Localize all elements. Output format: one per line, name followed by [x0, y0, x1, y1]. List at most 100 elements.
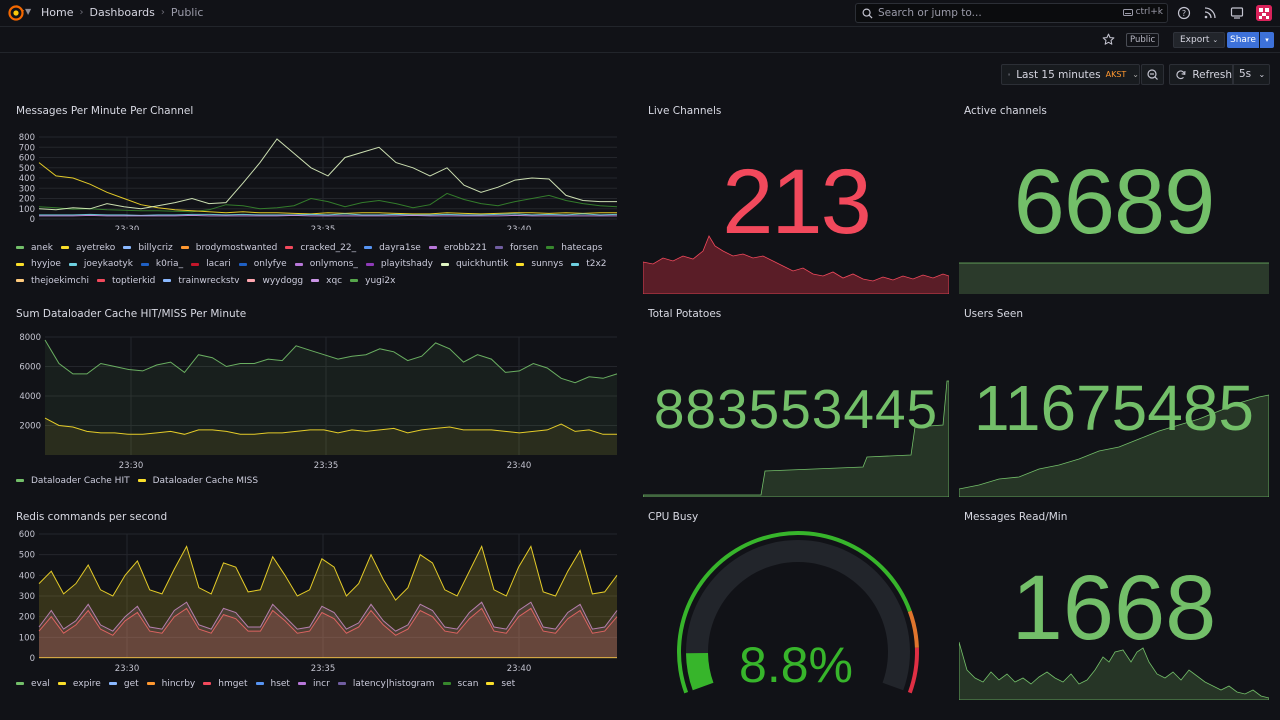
legend-item[interactable]: k0ria_ — [140, 256, 183, 272]
legend-item[interactable]: hincrby — [146, 676, 195, 692]
breadcrumb-dashboards[interactable]: Dashboards — [89, 6, 155, 19]
panel-live-channels[interactable]: Live Channels 213 — [643, 96, 949, 294]
legend-swatch — [146, 682, 155, 685]
breadcrumb-home[interactable]: Home — [41, 6, 74, 19]
series-area — [45, 418, 617, 455]
legend-item[interactable]: lacari — [191, 256, 231, 272]
chevron-right-icon: › — [79, 7, 84, 18]
search-input[interactable]: Search or jump to... ctrl+k — [855, 3, 1168, 23]
share-button[interactable]: Share — [1227, 32, 1259, 48]
redis-commands-chart[interactable]: 0 100 200 300 400 500 600 23:30 23:35 23:40 — [11, 502, 630, 678]
panel-title: Live Channels — [648, 105, 722, 117]
refresh-interval-picker[interactable]: 5s ⌄ — [1233, 64, 1270, 85]
legend-item[interactable]: latency|histogram — [337, 676, 435, 692]
legend-item[interactable]: hmget — [203, 676, 248, 692]
legend-item[interactable]: expire — [57, 676, 101, 692]
dataloader-cache-chart[interactable]: 2000 4000 6000 8000 23:30 23:35 23:40 — [11, 299, 630, 475]
legend-item[interactable]: ayetreko — [60, 240, 115, 256]
legend-item[interactable]: cracked_22_ — [285, 240, 356, 256]
legend-swatch — [442, 682, 451, 685]
panel-active-channels[interactable]: Active channels 6689 — [959, 96, 1269, 294]
legend-item[interactable]: get — [108, 676, 139, 692]
legend-item[interactable]: incr — [297, 676, 330, 692]
legend-item[interactable]: quickhuntik — [440, 256, 508, 272]
legend-item[interactable]: anek — [16, 240, 53, 256]
x-tick-label: 23:35 — [314, 461, 339, 471]
series-line — [38, 162, 617, 215]
legend-item[interactable]: playitshady — [365, 256, 433, 272]
legend-item[interactable]: wyydogg — [247, 273, 303, 289]
y-tick-label: 100 — [19, 633, 35, 643]
stat-value: 213 — [722, 151, 872, 253]
panel-title: Messages Per Minute Per Channel — [16, 105, 194, 117]
y-tick-label: 500 — [19, 551, 35, 561]
legend-item[interactable]: eval — [16, 676, 50, 692]
legend-label: lacari — [206, 259, 231, 269]
legend-item[interactable]: Dataloader Cache HIT — [16, 473, 130, 489]
legend-label: thejoekimchi — [31, 275, 89, 286]
legend-item[interactable]: dayra1se — [364, 240, 421, 256]
legend-item[interactable]: hset — [255, 676, 290, 692]
dashboard-toolbar: Public Export ⌄ Share ▾ — [0, 27, 1280, 53]
legend-item[interactable]: xqc — [311, 273, 342, 289]
legend-item[interactable]: set — [486, 676, 515, 692]
star-icon[interactable] — [1102, 33, 1115, 46]
export-button[interactable]: Export ⌄ — [1173, 32, 1226, 48]
panel-users-seen[interactable]: Users Seen 11675485 — [959, 299, 1269, 497]
panel-redis-commands[interactable]: Redis commands per second 0 100 200 300 400 5… — [11, 502, 630, 696]
legend-item[interactable]: joeykaotyk — [68, 256, 133, 272]
panel-messages-read[interactable]: Messages Read/Min 1668 — [959, 502, 1269, 700]
chevron-down-icon: ⌄ — [1132, 70, 1139, 79]
grafana-logo-icon[interactable] — [8, 5, 24, 21]
user-avatar[interactable] — [1256, 5, 1272, 21]
legend-item[interactable]: trainwreckstv — [163, 273, 239, 289]
legend-item[interactable]: erobb221 — [428, 240, 487, 256]
zoom-out-button[interactable] — [1141, 64, 1164, 85]
export-label: Export — [1180, 35, 1210, 45]
legend-item[interactable]: brodymostwanted — [180, 240, 277, 256]
legend-item[interactable]: t2x2 — [571, 256, 607, 272]
legend-label: dayra1se — [379, 242, 421, 253]
legend-swatch — [255, 682, 264, 685]
legend-item[interactable]: onlyfye — [238, 256, 287, 272]
search-shortcut: ctrl+k — [1122, 7, 1163, 17]
series-line — [38, 601, 618, 632]
x-tick-label: 23:35 — [311, 225, 336, 230]
legend-label: xqc — [326, 275, 343, 286]
legend-label: wyydogg — [262, 275, 304, 286]
legend-label: set — [501, 678, 516, 689]
help-icon[interactable]: ? — [1177, 6, 1191, 20]
legend-item[interactable]: Dataloader Cache MISS — [137, 473, 258, 489]
y-tick-label: 200 — [19, 613, 35, 623]
kiosk-mode-icon[interactable] — [1230, 6, 1244, 20]
legend-swatch — [516, 262, 525, 266]
search-placeholder: Search or jump to... — [878, 7, 982, 19]
series-area — [39, 602, 617, 658]
legend-item[interactable]: forsen — [494, 240, 538, 256]
panel-messages-per-minute[interactable]: Messages Per Minute Per Channel 0 100 200 3… — [11, 96, 630, 290]
news-feed-icon[interactable] — [1203, 6, 1217, 20]
legend-item[interactable]: yugi2x — [350, 273, 395, 289]
chevron-down-icon[interactable]: ▼ — [25, 7, 32, 16]
legend-item[interactable]: onlymons_ — [294, 256, 358, 272]
legend-item[interactable]: sunnys — [516, 256, 563, 272]
legend-swatch — [60, 246, 69, 249]
legend-item[interactable]: hatecaps — [546, 240, 602, 256]
refresh-button[interactable]: Refresh — [1169, 64, 1233, 85]
stat-value: 8.8% — [739, 637, 853, 693]
share-options-button[interactable]: ▾ — [1260, 32, 1274, 48]
panel-dataloader-cache[interactable]: Sum Dataloader Cache HIT/MISS Per Minute… — [11, 299, 630, 493]
legend-item[interactable]: billycriz — [123, 240, 173, 256]
legend-swatch — [571, 262, 580, 266]
legend-item[interactable]: toptiеrkid — [96, 273, 155, 289]
time-range-picker[interactable]: Last 15 minutes AKST ⌄ — [1001, 64, 1140, 85]
y-tick-label: 300 — [19, 184, 35, 194]
panel-total-potatoes[interactable]: Total Potatoes 883553445 — [643, 299, 949, 497]
legend-item[interactable]: hyyjoe — [16, 256, 61, 272]
legend-item[interactable]: thejoekimchi — [16, 273, 89, 289]
legend-swatch — [428, 246, 437, 249]
series-line — [39, 213, 618, 216]
panel-cpu-busy[interactable]: CPU Busy 8.8% — [643, 502, 949, 700]
legend-item[interactable]: scan — [442, 676, 478, 692]
